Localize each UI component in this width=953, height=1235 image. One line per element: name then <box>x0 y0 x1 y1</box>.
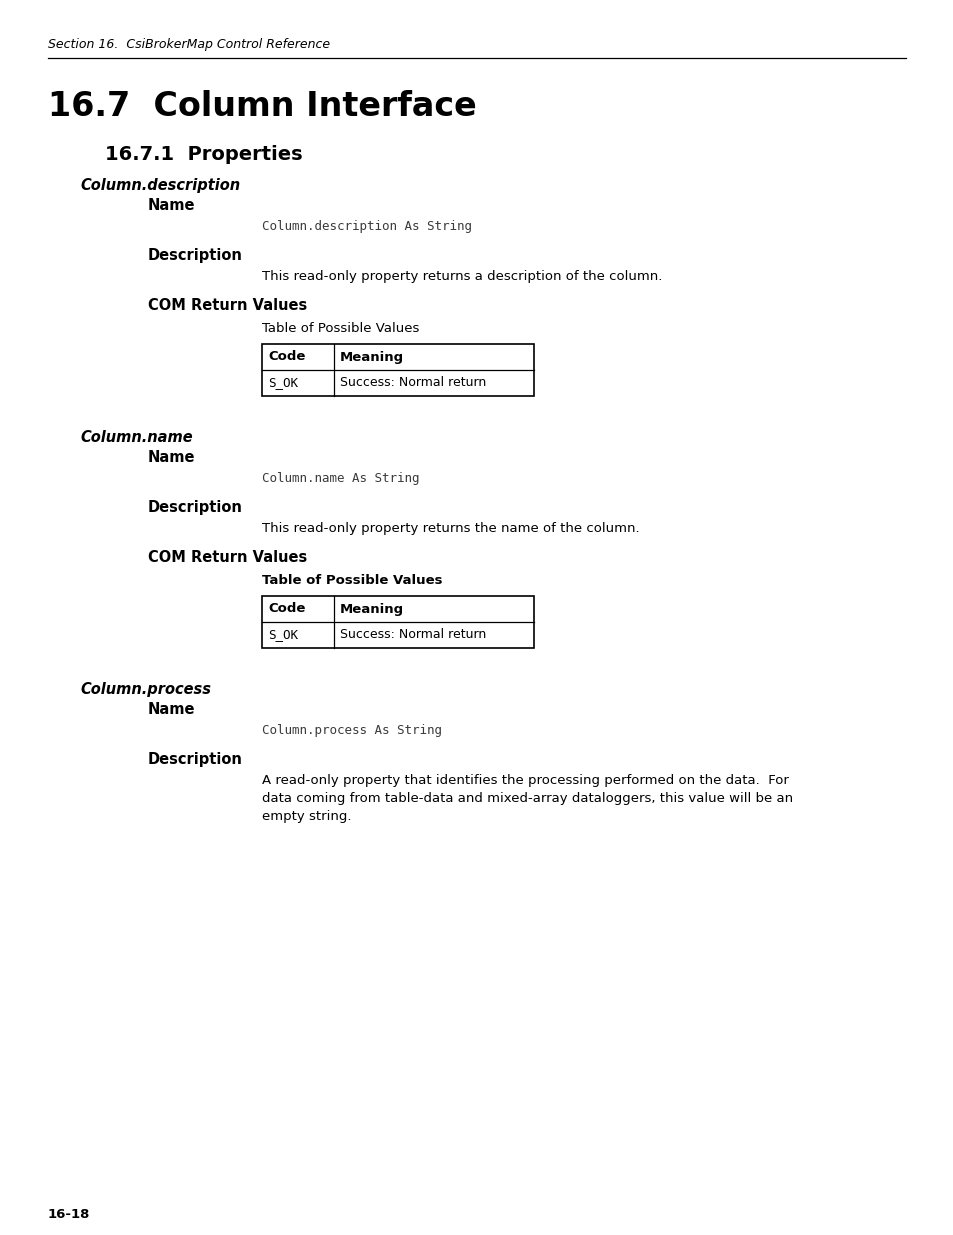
Text: COM Return Values: COM Return Values <box>148 550 307 564</box>
Text: Column.name As String: Column.name As String <box>262 472 419 485</box>
Text: Description: Description <box>148 752 243 767</box>
Text: Success: Normal return: Success: Normal return <box>339 629 486 641</box>
Text: Meaning: Meaning <box>339 351 404 363</box>
Text: S_OK: S_OK <box>268 629 297 641</box>
Text: Column.process As String: Column.process As String <box>262 724 441 737</box>
Text: This read-only property returns a description of the column.: This read-only property returns a descri… <box>262 270 661 283</box>
Text: This read-only property returns the name of the column.: This read-only property returns the name… <box>262 522 639 535</box>
Text: 16.7.1  Properties: 16.7.1 Properties <box>105 144 302 164</box>
Text: A read-only property that identifies the processing performed on the data.  For
: A read-only property that identifies the… <box>262 774 792 823</box>
Text: Code: Code <box>268 351 305 363</box>
Text: Table of Possible Values: Table of Possible Values <box>262 574 442 587</box>
Text: Column.description As String: Column.description As String <box>262 220 472 233</box>
Text: Column.process: Column.process <box>80 682 211 697</box>
Text: Meaning: Meaning <box>339 603 404 615</box>
Text: Success: Normal return: Success: Normal return <box>339 377 486 389</box>
Text: S_OK: S_OK <box>268 377 297 389</box>
Text: Section 16.  CsiBrokerMap Control Reference: Section 16. CsiBrokerMap Control Referen… <box>48 38 330 51</box>
Text: Description: Description <box>148 500 243 515</box>
Text: Column.description: Column.description <box>80 178 240 193</box>
Bar <box>262 597 534 648</box>
Text: Code: Code <box>268 603 305 615</box>
Text: Column.name: Column.name <box>80 430 193 445</box>
Text: Name: Name <box>148 450 195 466</box>
Text: Table of Possible Values: Table of Possible Values <box>262 322 419 335</box>
Bar <box>262 345 534 396</box>
Text: 16.7  Column Interface: 16.7 Column Interface <box>48 90 476 124</box>
Text: Name: Name <box>148 701 195 718</box>
Text: COM Return Values: COM Return Values <box>148 298 307 312</box>
Text: Name: Name <box>148 198 195 212</box>
Text: 16-18: 16-18 <box>48 1208 91 1221</box>
Text: Description: Description <box>148 248 243 263</box>
